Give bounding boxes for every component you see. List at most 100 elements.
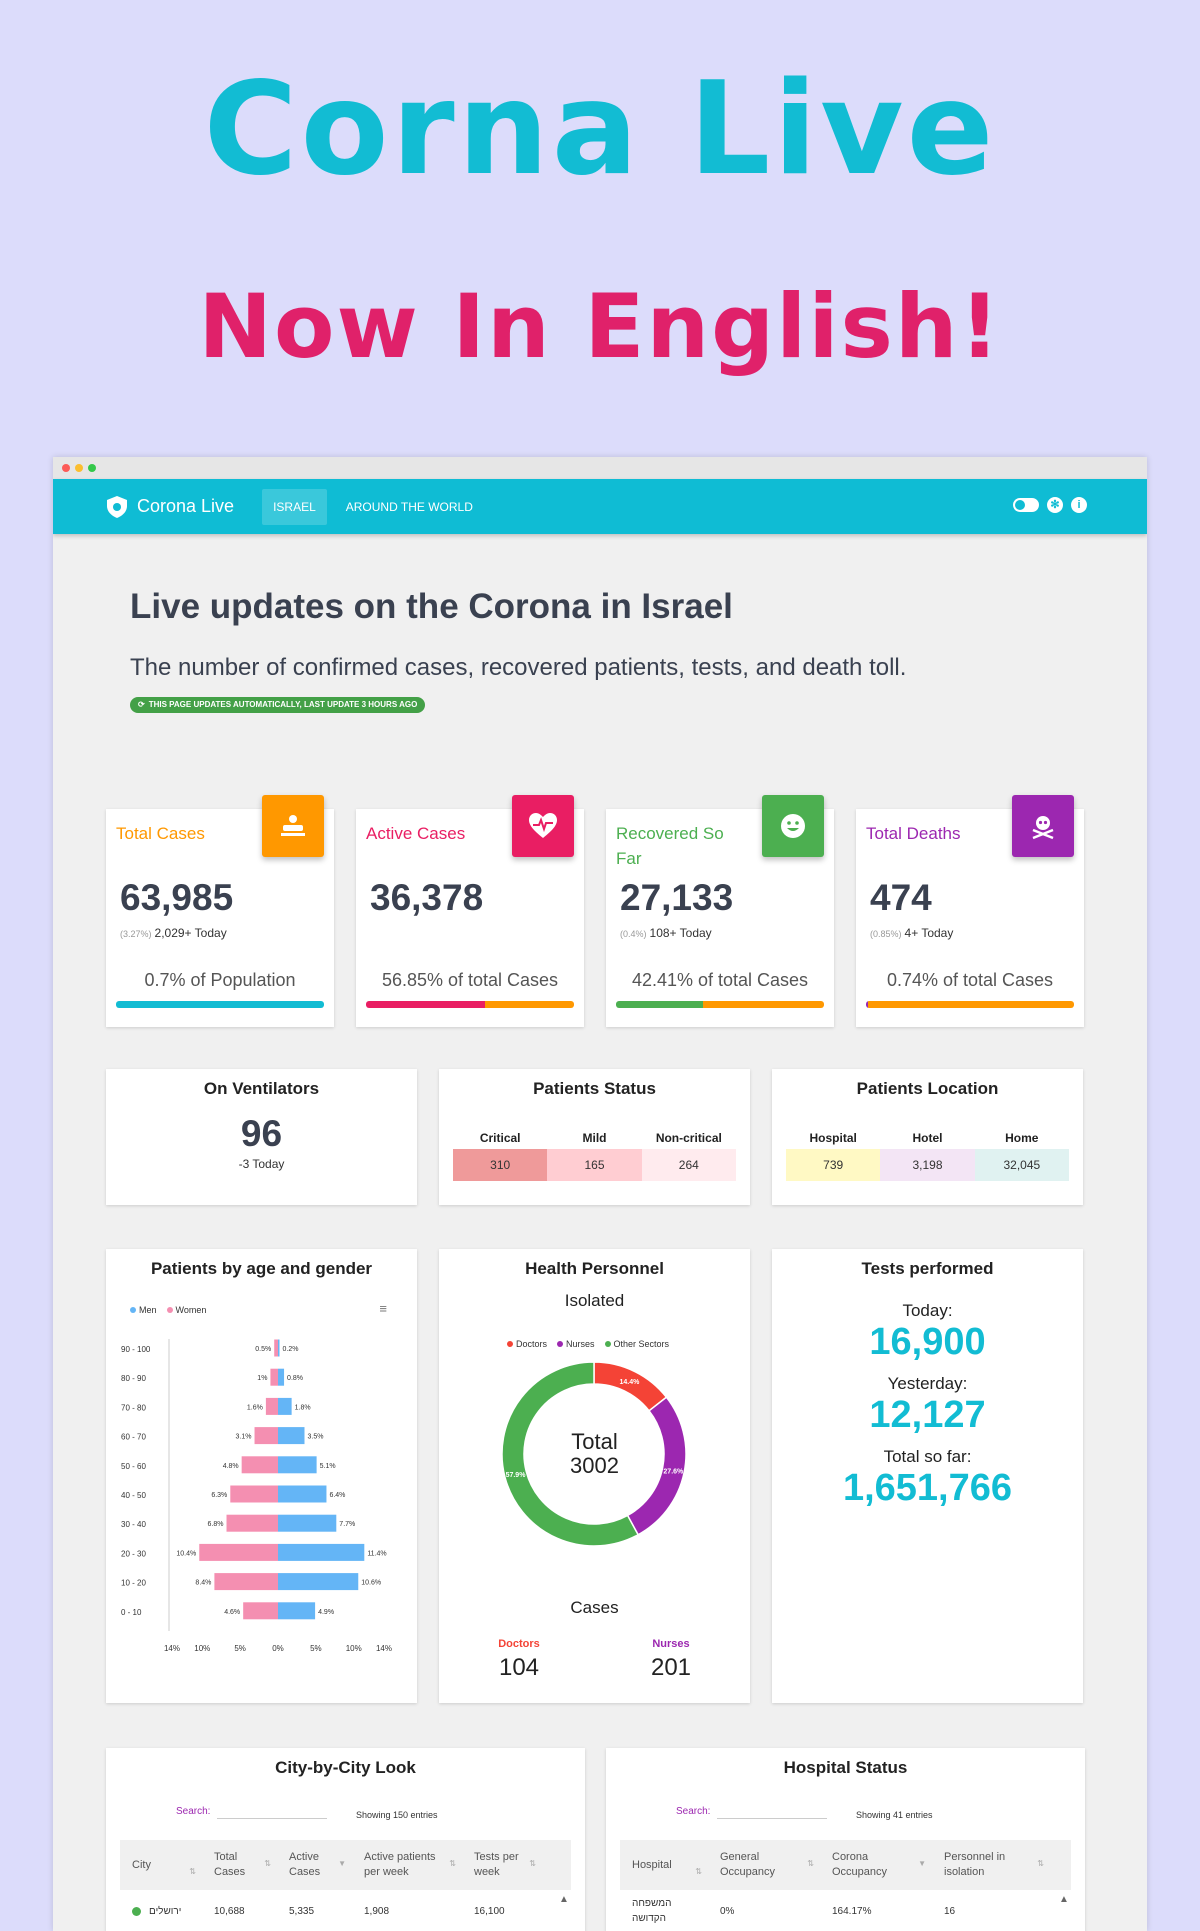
y-tick-label: 10 - 20	[121, 1579, 146, 1588]
scroll-up-icon[interactable]: ▲	[1059, 1894, 1069, 1905]
y-tick-label: 50 - 60	[121, 1462, 146, 1471]
column-personnel-isolation[interactable]: Personnel in isolation ⇅	[944, 1851, 1044, 1878]
page-description: The number of confirmed cases, recovered…	[130, 654, 907, 681]
column-active-cases[interactable]: Active Cases ▼	[289, 1851, 346, 1878]
table-row[interactable]: המשפחה הקדושה 0% 164.17% 16	[632, 1898, 956, 1924]
data-label-women: 0.5%	[255, 1346, 271, 1353]
bar-women	[254, 1427, 278, 1445]
data-label-men: 5.1%	[320, 1463, 336, 1470]
bar-women	[265, 1397, 278, 1415]
ventilators-today: -3 Today	[238, 1157, 285, 1171]
age-gender-card: Patients by age and gender Men Women ≡ 9…	[106, 1249, 417, 1703]
total-cases-card: Total Cases 63,985 (3.27%) 2,029+ Today 0…	[106, 795, 334, 1027]
update-badge: ⟳ THIS PAGE UPDATES AUTOMATICALLY, LAST …	[130, 697, 426, 713]
column-active-per-week[interactable]: Active patients per week ⇅	[364, 1851, 456, 1878]
patient-icon	[262, 795, 324, 857]
search-input[interactable]	[717, 1818, 827, 1819]
y-tick-label: 60 - 70	[121, 1433, 146, 1442]
legend-item-other[interactable]: Other Sectors	[604, 1339, 669, 1349]
card-title: Hospital Status	[783, 1758, 908, 1777]
home-value: 32,045	[974, 1149, 1069, 1181]
stat-today: (3.27%) 2,029+ Today	[120, 926, 227, 940]
x-tick-label: 14%	[376, 1644, 392, 1653]
info-icon[interactable]: i	[1071, 497, 1087, 513]
virus-icon[interactable]: ✻	[1047, 497, 1063, 513]
legend-item-women[interactable]: Women	[166, 1305, 206, 1315]
column-header: Home	[1005, 1131, 1039, 1145]
tab-around-the-world[interactable]: AROUND THE WORLD	[345, 499, 473, 514]
stat-today: (0.85%) 4+ Today	[870, 926, 954, 940]
update-badge-text: THIS PAGE UPDATES AUTOMATICALLY, LAST UP…	[148, 700, 418, 709]
tests-card: Tests performed Today: 16,900 Yesterday:…	[772, 1249, 1083, 1703]
bar-men	[278, 1368, 285, 1386]
theme-toggle[interactable]	[1013, 498, 1039, 512]
tests-today-label: Today:	[902, 1301, 953, 1320]
donut-center: Total 3002	[439, 1430, 750, 1478]
bar-women	[274, 1339, 278, 1357]
shield-icon	[107, 495, 127, 518]
bar-men	[278, 1427, 305, 1445]
card-title: Patients Location	[856, 1079, 999, 1098]
column-header: Non-critical	[655, 1131, 722, 1145]
bar-women	[199, 1543, 278, 1561]
x-tick-label: 14%	[164, 1644, 180, 1653]
brand[interactable]: Corona Live	[107, 495, 235, 518]
browser-window: Corona Live ISRAEL AROUND THE WORLD ✻ i …	[53, 457, 1147, 1931]
stat-label: Total Cases	[116, 824, 205, 843]
promo-title: Corna Live	[203, 55, 997, 204]
patients-location-card: Patients Location Hospital Hotel Home 73…	[772, 1069, 1083, 1205]
column-header: Mild	[582, 1131, 607, 1145]
table-row[interactable]: ירושלים 10,688 5,335 1,908 16,100	[120, 1890, 571, 1931]
column-tests-per-week[interactable]: Tests per week ⇅	[474, 1851, 536, 1878]
refresh-icon: ⟳	[138, 700, 145, 709]
age-gender-chart: 90 - 100 0.5% 0.2% 80 - 90 1% 0.8% 70 - 80 1.6%…	[121, 1339, 392, 1653]
bar-women	[243, 1602, 278, 1620]
slice-label: 57.9%	[506, 1472, 527, 1479]
y-tick-label: 40 - 50	[121, 1491, 146, 1500]
legend-item-men[interactable]: Men	[130, 1305, 157, 1315]
brand-name: Corona Live	[137, 496, 235, 516]
bar-women	[241, 1456, 278, 1474]
city-table-card: City-by-City Look Search: Showing 150 en…	[106, 1748, 585, 1931]
bar-women	[230, 1485, 278, 1503]
column-header: Hotel	[912, 1131, 943, 1145]
x-tick-label: 0%	[272, 1644, 284, 1653]
bar-men	[278, 1543, 365, 1561]
data-label-men: 7.7%	[339, 1521, 355, 1528]
column-city[interactable]: City ⇅	[132, 1858, 196, 1876]
doctors-cases: Doctors 104	[498, 1638, 540, 1681]
ventilators-card: On Ventilators 96 -3 Today	[106, 1069, 417, 1205]
search-input[interactable]	[217, 1818, 327, 1819]
data-label-women: 10.4%	[176, 1550, 196, 1557]
data-label-women: 1%	[257, 1375, 267, 1382]
column-general-occupancy[interactable]: General Occupancy ⇅	[720, 1851, 814, 1878]
donut-chart: 14.4% 27.6% 57.9%	[501, 1361, 687, 1547]
close-window-button[interactable]	[62, 464, 70, 472]
bar-women	[270, 1368, 278, 1386]
legend-item-nurses[interactable]: Nurses	[557, 1339, 595, 1349]
data-label-women: 6.3%	[211, 1492, 227, 1499]
scroll-up-icon[interactable]: ▲	[559, 1894, 569, 1905]
minimize-window-button[interactable]	[75, 464, 83, 472]
stat-foot: 0.74% of total Cases	[886, 970, 1054, 990]
column-corona-occupancy[interactable]: Corona Occupancy ▼	[832, 1851, 926, 1878]
chart-menu-icon[interactable]: ≡	[379, 1301, 387, 1316]
stat-value: 36,378	[370, 877, 484, 918]
tab-israel[interactable]: ISRAEL	[262, 488, 327, 525]
card-title: Health Personnel	[525, 1259, 664, 1278]
bar-men	[278, 1573, 359, 1591]
stat-value: 63,985	[120, 877, 234, 918]
maximize-window-button[interactable]	[88, 464, 96, 472]
navbar: Corona Live ISRAEL AROUND THE WORLD ✻ i	[53, 479, 1147, 534]
legend-item-doctors[interactable]: Doctors	[507, 1339, 547, 1349]
data-label-men: 1.8%	[295, 1404, 311, 1411]
data-label-women: 4.8%	[223, 1463, 239, 1470]
cases-title: Cases	[570, 1598, 619, 1617]
column-total-cases[interactable]: Total Cases ⇅	[214, 1851, 271, 1878]
stat-foot: 56.85% of total Cases	[381, 970, 559, 990]
promo-subtitle: Now In English!	[198, 275, 1002, 378]
column-hospital[interactable]: Hospital ⇅	[632, 1858, 702, 1876]
hospital-table-card: Hospital Status Search: Showing 41 entri…	[606, 1748, 1085, 1931]
y-tick-label: 80 - 90	[121, 1374, 146, 1383]
recovered-card: Recovered So Far 27,133 (0.4%) 108+ Today…	[606, 795, 834, 1027]
